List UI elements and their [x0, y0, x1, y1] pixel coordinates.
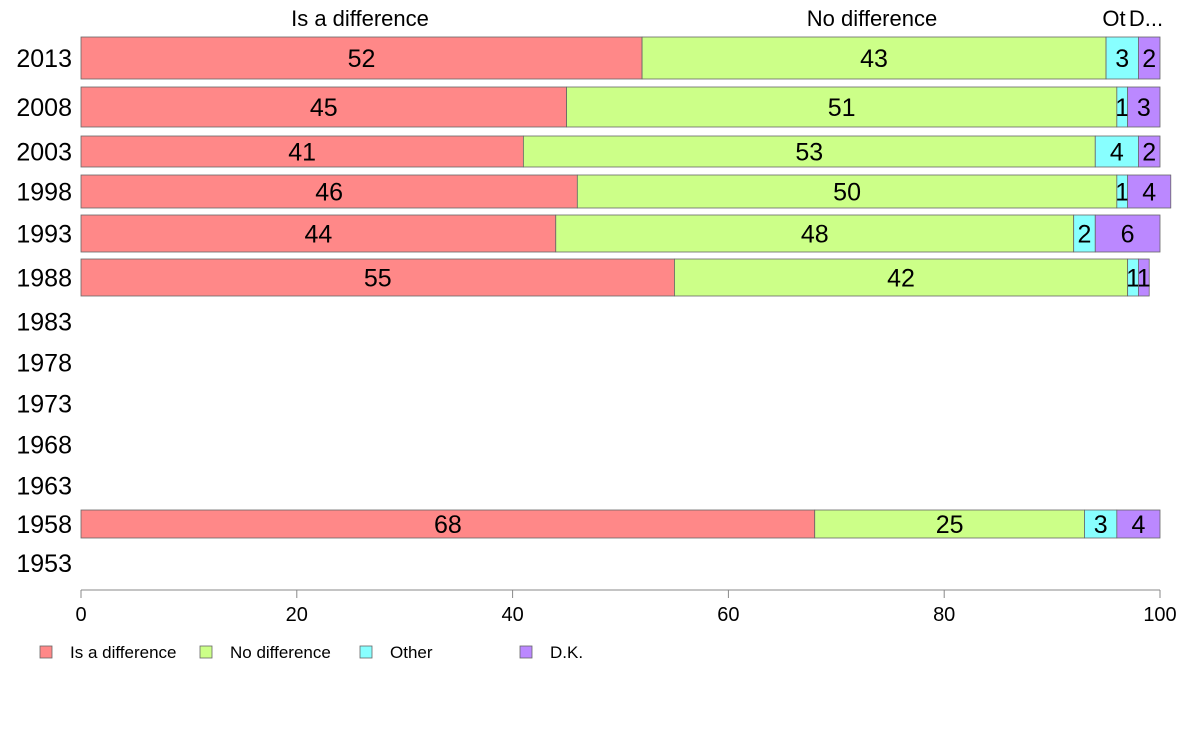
- bar-value-label: 1: [1126, 265, 1140, 293]
- bar-segment: [641, 36, 1107, 80]
- bar-value-label: 3: [1115, 45, 1129, 73]
- bar-segment: [80, 174, 578, 209]
- bar-segment: [1127, 174, 1172, 209]
- bar-segment: [1127, 86, 1161, 128]
- year-label: 2013: [16, 45, 72, 73]
- bar-value-label: 1: [1115, 179, 1129, 207]
- legend-swatch: [39, 645, 53, 659]
- year-label: 1983: [16, 309, 72, 337]
- x-tick-label: 20: [286, 604, 308, 626]
- bar-segment: [80, 36, 643, 80]
- bar-value-label: 45: [310, 94, 338, 122]
- column-header: No difference: [807, 6, 937, 31]
- bar-segment: [80, 509, 816, 539]
- year-label: 1963: [16, 473, 72, 501]
- bar-segment: [1116, 509, 1161, 539]
- bar-segment: [80, 258, 675, 297]
- x-tick-label: 40: [501, 604, 523, 626]
- legend-label: No difference: [230, 643, 331, 662]
- bar-segment: [80, 135, 524, 168]
- year-label: 2008: [16, 94, 72, 122]
- year-label: 1988: [16, 265, 72, 293]
- bar-value-label: 3: [1137, 94, 1151, 122]
- bar-value-label: 43: [860, 45, 888, 73]
- bar-segment: [80, 214, 557, 253]
- bar-value-label: 4: [1131, 511, 1145, 539]
- bar-segment: [566, 86, 1118, 128]
- bar-value-label: 42: [887, 265, 915, 293]
- bar-segment: [1138, 36, 1161, 80]
- year-label: 2003: [16, 139, 72, 167]
- year-label: 1978: [16, 350, 72, 378]
- bar-value-label: 1: [1137, 265, 1151, 293]
- bar-value-label: 46: [315, 179, 343, 207]
- bar-segment: [522, 135, 1096, 168]
- column-header: Ot: [1102, 6, 1125, 31]
- bar-value-label: 44: [304, 221, 332, 249]
- x-tick-label: 60: [717, 604, 739, 626]
- bar-value-label: 2: [1142, 139, 1156, 167]
- x-tick-label: 0: [75, 604, 86, 626]
- year-label: 1998: [16, 179, 72, 207]
- bar-segment: [1138, 258, 1150, 297]
- bar-value-label: 25: [936, 511, 964, 539]
- year-label: 1973: [16, 391, 72, 419]
- bar-value-label: 41: [288, 139, 316, 167]
- x-tick-label: 80: [933, 604, 955, 626]
- bar-segment: [1094, 135, 1139, 168]
- bar-segment: [674, 258, 1129, 297]
- bar-value-label: 68: [434, 511, 462, 539]
- bar-segment: [576, 174, 1118, 209]
- bar-value-label: 2: [1142, 45, 1156, 73]
- bar-value-label: 53: [795, 139, 823, 167]
- bar-value-label: 55: [364, 265, 392, 293]
- bar-segment: [814, 509, 1085, 539]
- legend-swatch: [199, 645, 213, 659]
- legend-swatch: [519, 645, 533, 659]
- bar-segment: [555, 214, 1075, 253]
- year-label: 1968: [16, 432, 72, 460]
- bar-value-label: 6: [1121, 221, 1135, 249]
- bar-segment: [1138, 135, 1161, 168]
- bar-value-label: 1: [1115, 94, 1129, 122]
- x-tick-label: 100: [1143, 604, 1176, 626]
- bar-value-label: 48: [801, 221, 829, 249]
- bar-segment: [1094, 214, 1161, 253]
- bar-segment: [80, 86, 567, 128]
- bar-value-label: 4: [1110, 139, 1124, 167]
- legend-label: D.K.: [550, 643, 583, 662]
- year-label: 1958: [16, 511, 72, 539]
- column-header: Is a difference: [291, 6, 429, 31]
- legend-label: Is a difference: [70, 643, 176, 662]
- year-label: 1993: [16, 221, 72, 249]
- column-header: D...: [1129, 6, 1163, 31]
- bar-value-label: 2: [1078, 221, 1092, 249]
- bar-value-label: 3: [1094, 511, 1108, 539]
- year-label: 1953: [16, 550, 72, 578]
- legend-label: Other: [390, 643, 433, 662]
- bar-value-label: 4: [1142, 179, 1156, 207]
- bar-value-label: 52: [348, 45, 376, 73]
- legend-swatch: [359, 645, 373, 659]
- bar-value-label: 50: [833, 179, 861, 207]
- bar-value-label: 51: [828, 94, 856, 122]
- bar-segment: [1105, 36, 1139, 80]
